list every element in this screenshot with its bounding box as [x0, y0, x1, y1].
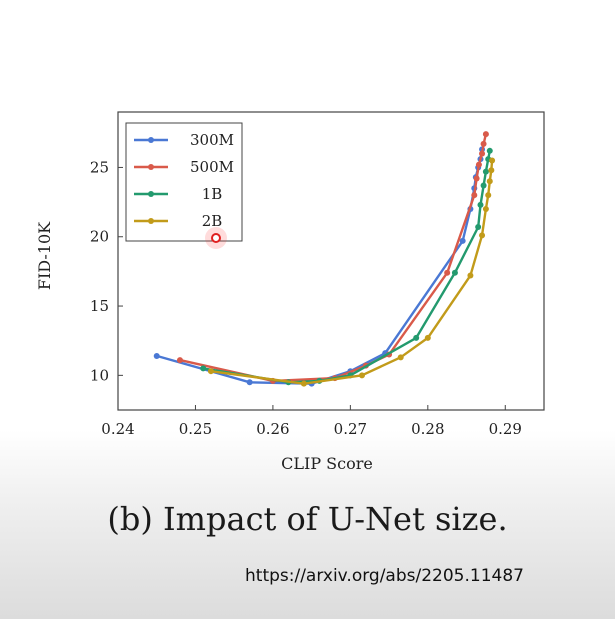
ticks-layer: 0.24 0.25 0.26 0.27 0.28 0.29 10 15 20 25 — [90, 158, 522, 438]
legend-marker — [148, 191, 154, 197]
data-point — [200, 365, 207, 372]
legend: 300M 500M 1B 2B — [125, 122, 243, 242]
legend-label: 1B — [202, 185, 223, 203]
data-point — [486, 147, 493, 154]
plot-frame — [117, 111, 545, 411]
data-point — [486, 178, 493, 185]
data-point — [488, 167, 495, 174]
data-point — [413, 334, 420, 341]
cursor-indicator — [205, 227, 227, 249]
legend-marker — [148, 164, 154, 170]
x-axis-title: CLIP Score — [281, 454, 373, 473]
data-point — [300, 380, 307, 387]
data-point — [479, 150, 486, 157]
data-point — [482, 168, 489, 175]
x-tick-label: 0.28 — [411, 420, 444, 438]
series-line — [203, 150, 491, 384]
data-point — [485, 192, 492, 199]
data-point — [451, 269, 458, 276]
y-tick-label: 20 — [90, 228, 109, 246]
data-point — [480, 140, 487, 147]
data-point — [444, 269, 451, 276]
x-tick-label: 0.26 — [256, 420, 289, 438]
legend-label: 500M — [190, 158, 234, 176]
source-url[interactable]: https://arxiv.org/abs/2205.11487 — [245, 566, 524, 586]
legend-marker — [148, 218, 154, 224]
x-tick-label: 0.29 — [489, 420, 522, 438]
data-point — [246, 379, 253, 386]
x-tick-label: 0.27 — [334, 420, 367, 438]
x-tick-label: 0.24 — [101, 420, 134, 438]
data-point — [475, 161, 482, 168]
data-point — [480, 182, 487, 189]
data-point — [482, 206, 489, 213]
data-point — [424, 334, 431, 341]
legend-marker — [148, 137, 154, 143]
data-point — [397, 354, 404, 361]
data-point — [207, 368, 214, 375]
y-tick-label: 10 — [90, 366, 109, 384]
y-axis-title: FID-10K — [35, 221, 54, 290]
legend-label: 300M — [190, 131, 234, 149]
y-tick-label: 15 — [90, 297, 109, 315]
legend-label: 2B — [202, 212, 223, 230]
series-2B — [207, 157, 496, 387]
y-tick-label: 25 — [90, 158, 109, 176]
data-point — [459, 237, 466, 244]
data-point — [479, 232, 486, 239]
chart: 0.24 0.25 0.26 0.27 0.28 0.29 10 15 20 25 CLIP Sc… — [35, 111, 545, 473]
data-point — [471, 192, 478, 199]
data-point — [482, 131, 489, 138]
data-point — [176, 357, 183, 364]
data-point — [153, 352, 160, 359]
data-point — [358, 372, 365, 379]
figure-caption: (b) Impact of U-Net size. — [107, 500, 508, 538]
data-point — [467, 272, 474, 279]
series-layer — [153, 131, 496, 387]
x-tick-label: 0.25 — [179, 420, 212, 438]
data-point — [489, 157, 496, 164]
data-point — [473, 175, 480, 182]
data-point — [475, 224, 482, 231]
data-point — [477, 201, 484, 208]
